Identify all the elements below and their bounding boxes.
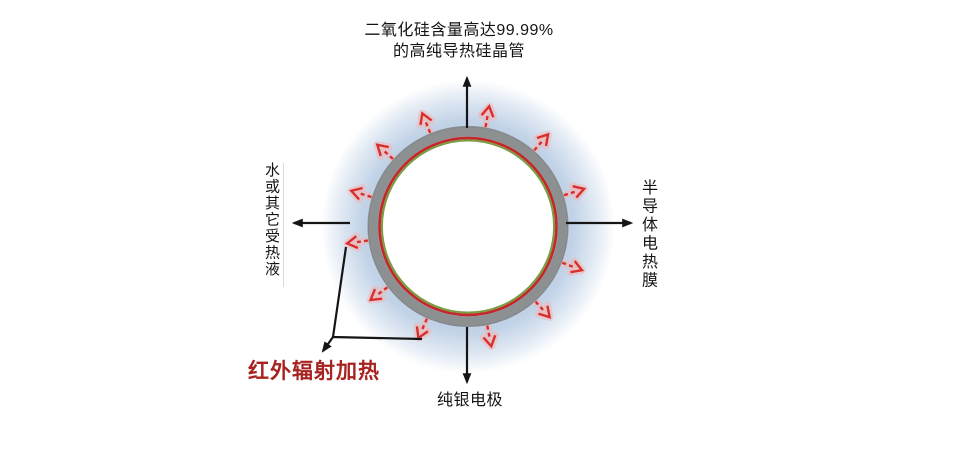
- title-label: 二氧化硅含量高达99.99% 的高纯导热硅晶管: [339, 20, 579, 62]
- radiation-arrow: [558, 257, 586, 276]
- radiation-arrowhead: [572, 185, 587, 199]
- radiation-arrowhead: [482, 334, 497, 349]
- heating-film-ring: [378, 136, 558, 317]
- radiation-arrow-shaft: [486, 325, 491, 339]
- semiconductor-film-label: 半导体电热膜: [639, 179, 656, 290]
- radiation-arrow: [373, 141, 397, 163]
- radiation-arrow-shaft: [354, 239, 369, 244]
- radiation-arrow-shaft: [420, 318, 429, 332]
- radiation-arrow: [347, 184, 376, 204]
- tube-inner-area: [383, 141, 553, 312]
- radiation-arrow-shaft: [424, 120, 432, 134]
- radiation-arrowhead: [368, 288, 383, 302]
- silicon-tube-wall-ring: [368, 126, 568, 327]
- radiation-arrow: [531, 297, 554, 321]
- radiation-arrow-shaft: [563, 190, 577, 197]
- infrared-heating-label: 红外辐射加热: [248, 360, 380, 383]
- radiation-arrowhead: [570, 260, 585, 274]
- silver-electrode-label: 纯银电极: [437, 392, 504, 409]
- radiation-arrowhead: [538, 305, 552, 319]
- radiation-arrow-shaft: [484, 114, 489, 128]
- radiation-arrow-shaft: [561, 261, 575, 269]
- radiation-arrow: [366, 283, 392, 304]
- radiation-arrow-shaft: [533, 139, 544, 152]
- radiation-arrow: [479, 321, 500, 351]
- radiation-arrow: [530, 130, 552, 155]
- radiation-arrow-shaft: [358, 192, 372, 199]
- title-line-1: 二氧化硅含量高达99.99%: [364, 22, 554, 39]
- radiation-arrowhead: [480, 104, 495, 118]
- radiation-arrowhead: [536, 132, 550, 147]
- radiation-arrowhead: [344, 235, 359, 250]
- radiation-arrow-shaft: [382, 149, 394, 160]
- radiation-arrows: [343, 102, 588, 351]
- radiation-arrowhead: [419, 111, 433, 126]
- title-line-2: 的高纯导热硅晶管: [392, 43, 525, 60]
- heated-liquid-label: 水或其它受热液: [263, 162, 280, 278]
- infrared-callout-arrow: [321, 336, 334, 353]
- radiation-arrowhead: [375, 143, 390, 157]
- radiation-arrow: [416, 109, 436, 137]
- silver-electrode-ring: [380, 139, 556, 314]
- radiation-arrow: [477, 102, 498, 131]
- radiation-arrow: [343, 232, 372, 252]
- faint-rule: [283, 163, 284, 287]
- radiation-arrow-shaft: [534, 300, 546, 313]
- radiation-arrow: [560, 182, 588, 202]
- radiation-arrowhead: [349, 186, 363, 201]
- radiation-arrow-shaft: [376, 286, 389, 297]
